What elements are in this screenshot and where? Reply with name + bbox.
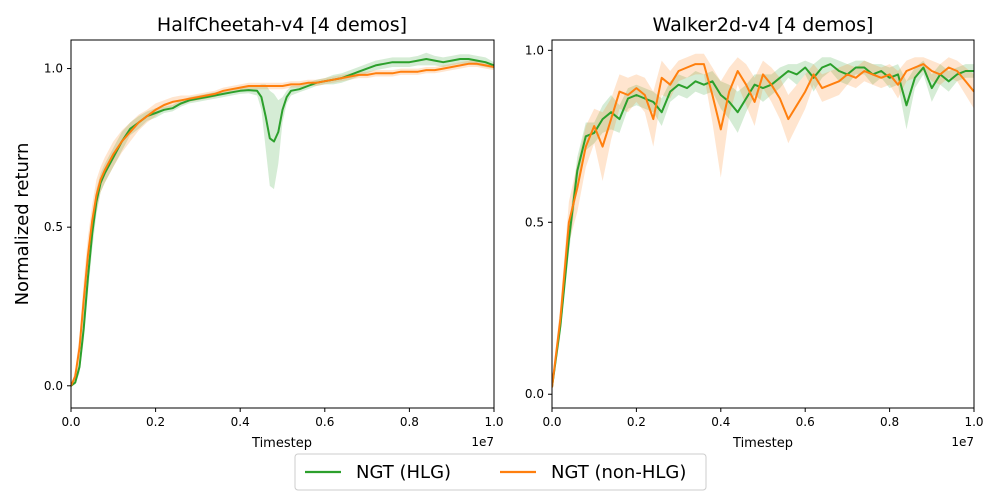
confidence-band-hlg bbox=[552, 57, 974, 391]
x-tick-label: 0.2 bbox=[146, 415, 165, 429]
series-line-hlg bbox=[552, 63, 974, 388]
legend-label-non-hlg: NGT (non-HLG) bbox=[551, 462, 686, 483]
x-tick-label: 0.4 bbox=[231, 415, 250, 429]
chart-panel-halfcheetah: HalfCheetah-v4 [4 demos] Timestep 1e7 No… bbox=[12, 14, 504, 451]
x-tick-label: 0.6 bbox=[796, 415, 815, 429]
legend: NGT (HLG) NGT (non-HLG) bbox=[294, 453, 707, 491]
y-tick-label: 1.0 bbox=[525, 43, 544, 57]
y-tick-label: 0.5 bbox=[44, 220, 63, 234]
x-axis-label: Timestep bbox=[732, 436, 793, 451]
plot-frame bbox=[70, 39, 495, 409]
x-tick-label: 0.2 bbox=[627, 415, 646, 429]
chart-title: HalfCheetah-v4 [4 demos] bbox=[157, 14, 407, 36]
x-tick-label: 1.0 bbox=[964, 415, 983, 429]
x-tick-label: 0.8 bbox=[400, 415, 419, 429]
plot-frame bbox=[551, 39, 975, 409]
confidence-band-hlg bbox=[71, 52, 494, 386]
chart-title: Walker2d-v4 [4 demos] bbox=[653, 14, 874, 36]
x-tick-label: 0.0 bbox=[542, 415, 561, 429]
y-tick-label: 0.5 bbox=[525, 215, 544, 229]
y-tick-label: 1.0 bbox=[44, 62, 63, 76]
y-tick-label: 0.0 bbox=[525, 387, 544, 401]
x-tick-label: 0.0 bbox=[61, 415, 80, 429]
x-axis-label: Timestep bbox=[251, 436, 312, 451]
x-tick-label: 0.4 bbox=[711, 415, 730, 429]
x-tick-label: 0.6 bbox=[315, 415, 334, 429]
x-axis-offset-label: 1e7 bbox=[951, 435, 974, 449]
series-line-non-hlg bbox=[552, 63, 974, 388]
y-tick-label: 0.0 bbox=[44, 379, 63, 393]
x-axis-offset-label: 1e7 bbox=[471, 435, 494, 449]
x-tick-label: 1.0 bbox=[484, 415, 503, 429]
series-line-non-hlg bbox=[71, 62, 494, 387]
y-axis-label: Normalized return bbox=[12, 143, 33, 306]
x-tick-label: 0.8 bbox=[880, 415, 899, 429]
chart-panel-walker2d: Walker2d-v4 [4 demos] Timestep 1e7 0.0 0.… bbox=[525, 14, 984, 451]
legend-label-hlg: NGT (HLG) bbox=[356, 462, 451, 483]
